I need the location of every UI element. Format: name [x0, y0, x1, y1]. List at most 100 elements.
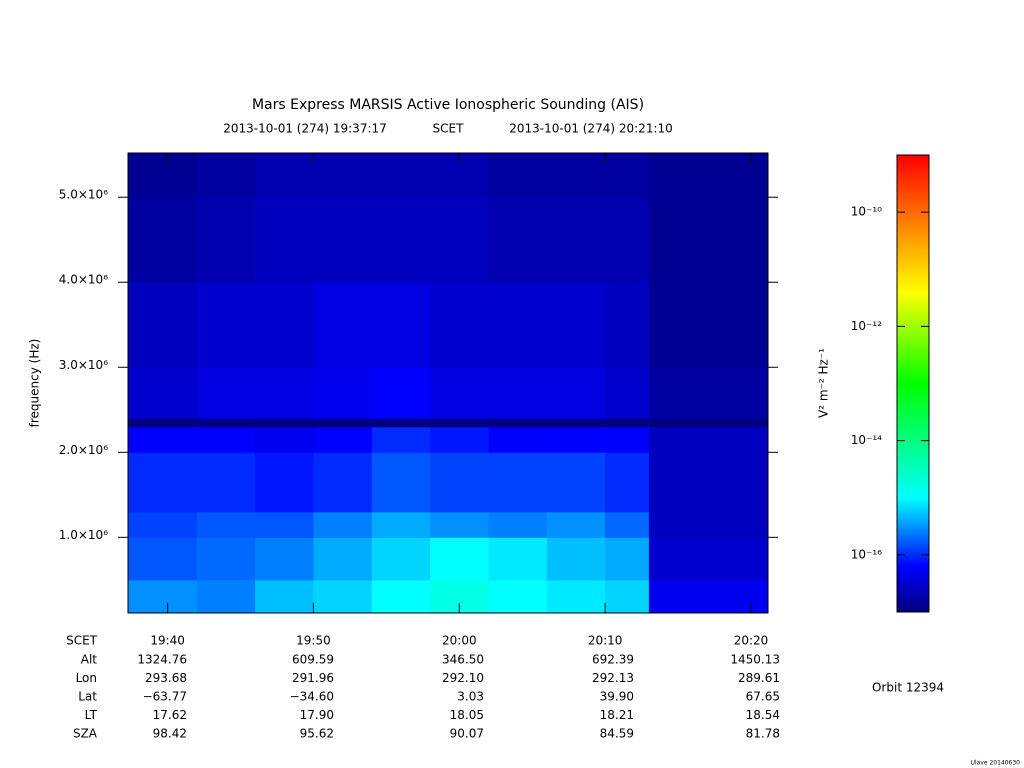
spectrogram-cell [488, 426, 548, 453]
y-axis-label: frequency (Hz) [28, 339, 42, 428]
subtitle-end: 2013-10-01 (274) 20:21:10 [509, 122, 673, 136]
spectrogram-cell [128, 511, 198, 538]
spectrogram-cell [196, 197, 256, 283]
spectrogram-cell [255, 197, 314, 283]
spectrogram-cell [313, 197, 373, 283]
spectrogram-cell [605, 537, 650, 581]
spectrogram-cell [605, 418, 650, 428]
spectrogram-cell [371, 579, 431, 614]
ephemeris-header: SCET [66, 634, 98, 648]
spectrogram-cell [371, 153, 431, 198]
spectrogram-cell [605, 197, 650, 283]
spectrogram-cell [371, 282, 431, 368]
x-tick-label: 19:40 [150, 634, 185, 648]
spectrogram-cell [488, 579, 548, 614]
spectrogram-cell [546, 153, 606, 198]
spectrogram-cell [707, 537, 769, 581]
spectrogram-cell [605, 511, 650, 538]
ephemeris-value: 18.54 [746, 708, 780, 722]
spectrogram-cell [128, 367, 198, 419]
spectrogram-cell [648, 282, 708, 368]
spectrogram-cell [128, 537, 198, 581]
spectrogram-cell [128, 426, 198, 453]
ephemeris-label: Lat [78, 690, 97, 704]
subtitle-start: 2013-10-01 (274) 19:37:17 [223, 122, 387, 136]
spectrogram-cell [605, 153, 650, 198]
ephemeris-value: 692.39 [592, 653, 634, 667]
spectrogram-cell [196, 511, 256, 538]
spectrogram-cell [196, 579, 256, 614]
spectrogram-cell [488, 537, 548, 581]
spectrogram-cell [707, 426, 769, 453]
ephemeris-value: 291.96 [292, 671, 334, 685]
y-tick-label: 1.0×10⁶ [59, 528, 108, 542]
spectrogram-cell [546, 426, 606, 453]
spectrogram-cell [128, 418, 198, 428]
plot-frame [127, 152, 769, 614]
spectrogram-cell [128, 452, 198, 513]
ephemeris-value: 84.59 [600, 727, 634, 741]
spectrogram-cell [371, 452, 431, 513]
x-tick-label: 20:20 [734, 634, 769, 648]
spectrogram-cell [707, 579, 769, 614]
subtitle-mid: SCET [433, 122, 465, 136]
spectrogram-cell [255, 537, 314, 581]
spectrogram-cell [648, 418, 708, 428]
ephemeris-value: 1450.13 [730, 653, 780, 667]
spectrogram-cell [371, 197, 431, 283]
spectrogram-cell [313, 426, 373, 453]
spectrogram-cell [648, 426, 708, 453]
spectrogram-cell [371, 537, 431, 581]
colorbar [896, 154, 930, 613]
y-tick-label: 5.0×10⁶ [59, 188, 108, 202]
spectrogram-cell [488, 418, 548, 428]
spectrogram-cell [707, 282, 769, 368]
ephemeris-value: 17.62 [153, 708, 187, 722]
ephemeris-value: 39.90 [600, 690, 634, 704]
spectrogram-cell [546, 537, 606, 581]
spectrogram-cell [430, 197, 489, 283]
spectrogram-cell [605, 367, 650, 419]
spectrogram-cell [255, 367, 314, 419]
ephemeris-value: 292.13 [592, 671, 634, 685]
spectrogram-cell [430, 282, 489, 368]
ephemeris-label: LT [85, 708, 98, 722]
spectrogram-cell [648, 452, 708, 513]
ephemeris-value: 95.62 [300, 727, 334, 741]
spectrogram-cell [255, 511, 314, 538]
ephemeris-label: Alt [81, 653, 98, 667]
spectrogram-cell [371, 418, 431, 428]
ephemeris-label: Lon [76, 671, 97, 685]
spectrogram-cell [648, 537, 708, 581]
colorbar-label: V² m⁻² Hz⁻¹ [817, 348, 831, 418]
x-tick-label: 20:00 [442, 634, 477, 648]
x-tick-label: 19:50 [296, 634, 331, 648]
spectrogram-cell [488, 282, 548, 368]
ephemeris-value: 67.65 [746, 690, 780, 704]
spectrogram-cell [371, 426, 431, 453]
spectrogram-cell [488, 197, 548, 283]
spectrogram-cell [313, 282, 373, 368]
spectrogram-cell [546, 579, 606, 614]
spectrogram-cell [430, 426, 489, 453]
spectrogram-cell [255, 418, 314, 428]
spectrogram-cell [605, 452, 650, 513]
spectrogram-cell [255, 426, 314, 453]
ephemeris-value: 3.03 [457, 690, 484, 704]
spectrogram-cell [430, 452, 489, 513]
spectrogram-cell [488, 452, 548, 513]
spectrogram-cell [196, 418, 256, 428]
spectrogram-cell [605, 426, 650, 453]
spectrogram-cell [648, 511, 708, 538]
spectrogram-cell [430, 418, 489, 428]
ephemeris-label: SZA [73, 727, 98, 741]
spectrogram-cell [707, 197, 769, 283]
spectrogram-cell [371, 367, 431, 419]
spectrogram-cell [488, 153, 548, 198]
spectrogram-cell [128, 579, 198, 614]
ephemeris-value: 293.68 [145, 671, 187, 685]
spectrogram-cell [648, 197, 708, 283]
spectrogram-cell [196, 537, 256, 581]
ephemeris-value: 98.42 [153, 727, 187, 741]
spectrogram-cell [196, 282, 256, 368]
